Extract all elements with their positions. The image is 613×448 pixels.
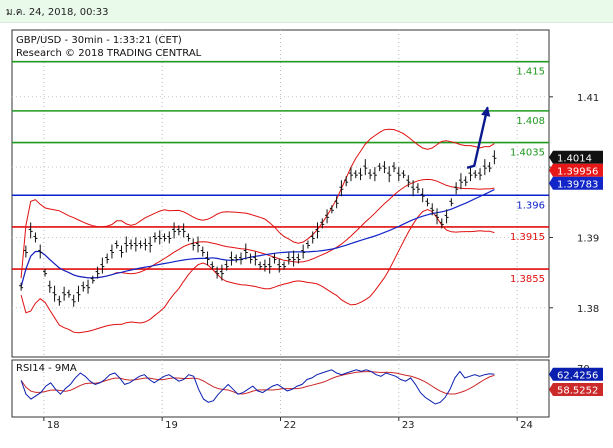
indicator-title: RSI14 - 9MA (16, 363, 77, 374)
level-label: 1.396 (516, 200, 545, 211)
level-label: 1.3855 (510, 274, 545, 285)
bollinger-upper-line (20, 128, 495, 279)
x-tick-label: 24 (520, 420, 533, 431)
level-label: 1.4035 (510, 148, 545, 159)
timestamp: ม.ค. 24, 2018, 00:33 (6, 7, 109, 18)
level-label: 1.415 (516, 67, 545, 78)
price-badge-label: 1.39956 (557, 166, 598, 177)
grid (12, 30, 549, 417)
rsi-badge: 58.5252 (549, 382, 603, 396)
x-tick-label: 22 (284, 420, 297, 431)
badges: 1.4014 1.39956 1.39783 62.4256 58.5252 (549, 150, 603, 396)
price-badge-shape (549, 150, 603, 164)
y-tick-label: 1.41 (577, 93, 599, 104)
top-bar: ม.ค. 24, 2018, 00:33 (0, 0, 613, 23)
y-tick-label: 1.39 (577, 233, 599, 244)
price-badge-shape (549, 176, 603, 190)
rsi-series-group (20, 369, 495, 405)
rsi-badge-shape (549, 367, 603, 381)
level-label: 1.3915 (510, 232, 545, 243)
forecast-arrow-head (481, 106, 491, 117)
price-badge-label: 1.39783 (557, 179, 598, 190)
x-tick-label: 19 (165, 420, 178, 431)
rsi-badge: 62.4256 (549, 367, 603, 381)
bollinger-lower-line (20, 209, 495, 334)
chart-subtitle: Research © 2018 TRADING CENTRAL (16, 48, 202, 59)
rsi-badge-shape (549, 382, 603, 396)
rsi-badge-label: 62.4256 (557, 370, 598, 381)
y-tick-label: 1.38 (577, 304, 599, 315)
price-badge: 1.39783 (549, 176, 603, 190)
rsi-line (20, 369, 495, 405)
forecast-arrow (466, 107, 489, 169)
price-badge-shape (549, 163, 603, 177)
price-series-group (19, 106, 497, 334)
price-badge-label: 1.4014 (557, 153, 592, 164)
price-badge: 1.4014 (549, 150, 603, 164)
rsi-badge-label: 58.5252 (557, 385, 598, 396)
moving-average-line (20, 189, 495, 287)
price-badge: 1.39956 (549, 163, 603, 177)
x-tick-label: 23 (402, 420, 415, 431)
x-tick-label: 18 (47, 420, 60, 431)
level-label: 1.408 (516, 116, 545, 127)
chart-title: GBP/USD - 30min - 1:33:21 (CET) (16, 35, 182, 46)
